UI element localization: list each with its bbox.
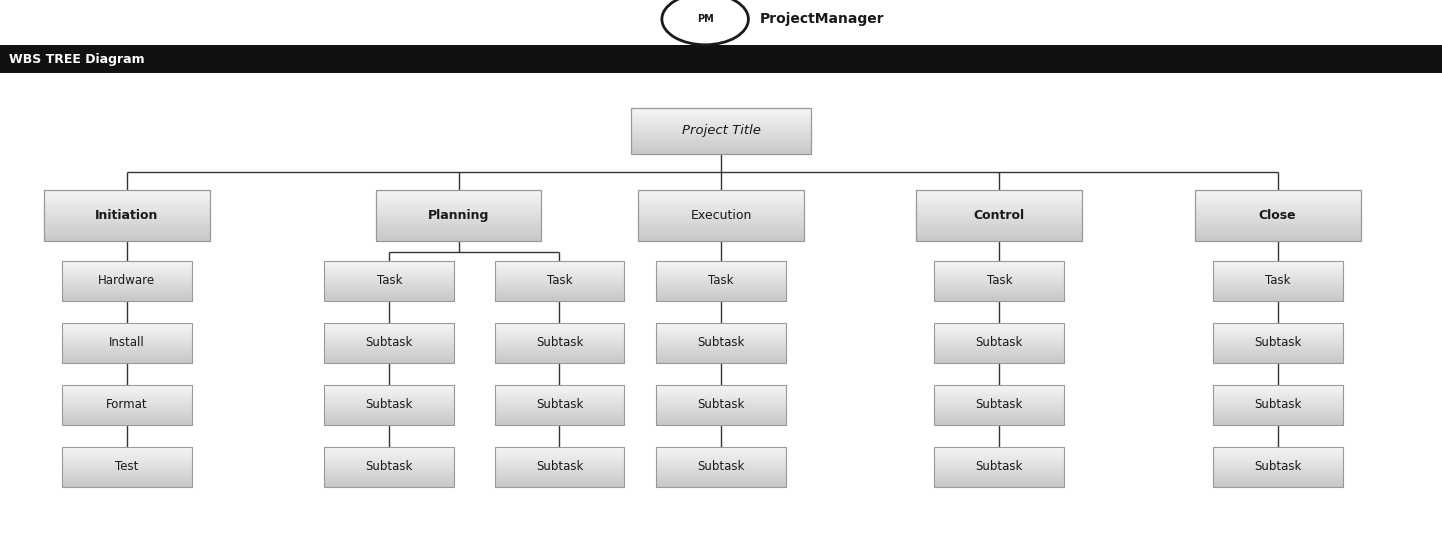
Text: Subtask: Subtask [976,460,1022,473]
Text: ProjectManager: ProjectManager [760,12,884,26]
Bar [0,45,1442,73]
Text: Subtask: Subtask [1255,398,1301,411]
Text: Subtask: Subtask [976,336,1022,349]
Text: Format: Format [107,398,147,411]
Text: Subtask: Subtask [536,460,583,473]
Text: Execution: Execution [691,209,751,222]
Text: Test: Test [115,460,138,473]
Text: Task: Task [708,274,734,287]
Text: Subtask: Subtask [698,460,744,473]
Text: PM: PM [696,14,714,24]
Text: Subtask: Subtask [1255,336,1301,349]
Text: Close: Close [1259,209,1296,222]
Text: Subtask: Subtask [536,336,583,349]
Text: Subtask: Subtask [536,398,583,411]
Text: WBS TREE Diagram: WBS TREE Diagram [9,52,144,66]
Text: Task: Task [986,274,1012,287]
Text: Subtask: Subtask [366,460,412,473]
Text: Task: Task [1265,274,1291,287]
Text: Subtask: Subtask [976,398,1022,411]
Text: Planning: Planning [428,209,489,222]
Text: Subtask: Subtask [698,398,744,411]
Text: Subtask: Subtask [698,336,744,349]
Text: Task: Task [547,274,572,287]
Text: Subtask: Subtask [366,336,412,349]
Text: Hardware: Hardware [98,274,156,287]
Text: Subtask: Subtask [1255,460,1301,473]
Text: Install: Install [110,336,144,349]
Text: Control: Control [973,209,1025,222]
Text: Initiation: Initiation [95,209,159,222]
Text: Project Title: Project Title [682,124,760,138]
Text: Task: Task [376,274,402,287]
Text: Subtask: Subtask [366,398,412,411]
